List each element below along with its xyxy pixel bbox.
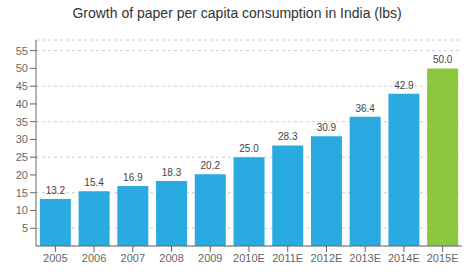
svg-text:36.4: 36.4 <box>355 103 375 114</box>
svg-text:50: 50 <box>16 62 28 74</box>
svg-text:2005: 2005 <box>43 252 67 264</box>
svg-text:10: 10 <box>16 204 28 216</box>
svg-text:2013E: 2013E <box>349 252 381 264</box>
svg-text:16.9: 16.9 <box>123 172 143 183</box>
svg-text:5: 5 <box>22 222 28 234</box>
svg-text:25.0: 25.0 <box>239 143 259 154</box>
svg-text:15.4: 15.4 <box>84 177 104 188</box>
svg-text:25: 25 <box>16 151 28 163</box>
svg-text:2006: 2006 <box>82 252 106 264</box>
svg-text:2008: 2008 <box>159 252 183 264</box>
svg-text:28.3: 28.3 <box>278 131 298 142</box>
svg-text:30.9: 30.9 <box>317 122 337 133</box>
svg-text:15: 15 <box>16 187 28 199</box>
svg-text:2011E: 2011E <box>272 252 303 264</box>
svg-text:35: 35 <box>16 116 28 128</box>
svg-text:13.2: 13.2 <box>46 185 66 196</box>
svg-text:40: 40 <box>16 98 28 110</box>
svg-text:42.9: 42.9 <box>394 80 414 91</box>
svg-text:2014E: 2014E <box>388 252 420 264</box>
svg-text:2015E: 2015E <box>427 252 459 264</box>
svg-text:2007: 2007 <box>121 252 145 264</box>
svg-text:18.3: 18.3 <box>162 167 182 178</box>
svg-text:2009: 2009 <box>198 252 222 264</box>
svg-text:30: 30 <box>16 133 28 145</box>
svg-text:2012E: 2012E <box>311 252 343 264</box>
svg-text:50.0: 50.0 <box>433 54 453 65</box>
html-text:Growth of paper per capita con: Growth of paper per capita consumption i… <box>72 5 402 21</box>
svg-text:55: 55 <box>16 45 28 57</box>
svg-text:20.2: 20.2 <box>201 160 221 171</box>
svg-text:20: 20 <box>16 169 28 181</box>
svg-text:2010E: 2010E <box>233 252 265 264</box>
svg-text:45: 45 <box>16 80 28 92</box>
